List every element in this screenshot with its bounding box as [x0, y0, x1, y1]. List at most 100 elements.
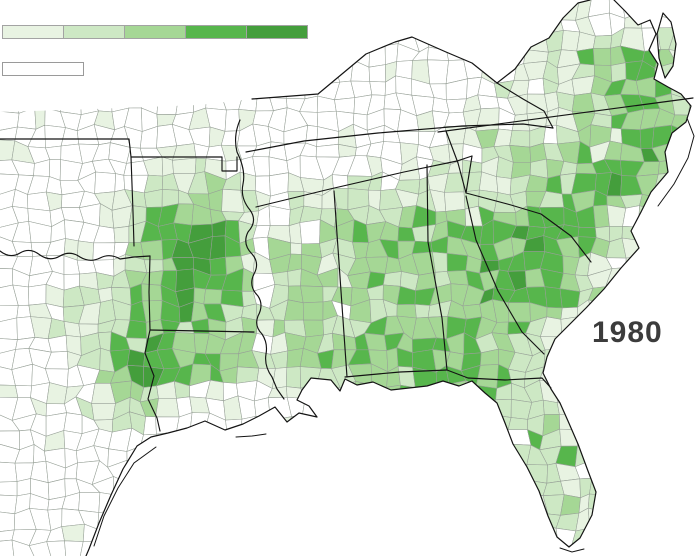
county-cell [444, 544, 466, 556]
county-cell [0, 80, 20, 99]
county-cell [124, 60, 143, 84]
county-cell [270, 0, 292, 18]
border-kentucky-virginia [496, 82, 554, 129]
county-cell [685, 77, 691, 101]
county-cell [221, 542, 237, 556]
county-cell [491, 492, 510, 516]
county-cell [364, 444, 389, 468]
county-cell [194, 157, 207, 174]
county-cell [175, 523, 197, 549]
county-cell [98, 0, 112, 16]
county-cell [300, 478, 322, 499]
county-cell [160, 446, 180, 466]
county-cell [687, 267, 691, 292]
county-cell [252, 476, 277, 495]
county-cell [252, 156, 270, 177]
legend-swatch-4 [185, 25, 247, 39]
county-cell [64, 540, 84, 556]
county-cell [363, 507, 382, 529]
county-cell [209, 235, 226, 260]
county-cell [396, 545, 421, 556]
county-cell [33, 0, 52, 18]
florida-keys [559, 547, 585, 553]
county-cell [689, 433, 691, 447]
border-mississippi-river [234, 119, 285, 400]
county-cell [667, 192, 686, 211]
county-cell [271, 44, 293, 66]
county-cell [305, 50, 323, 64]
county-cell [429, 398, 449, 413]
county-cell [338, 527, 357, 546]
county-cell [350, 412, 373, 434]
county-cell [300, 540, 317, 556]
county-cell [466, 31, 484, 45]
county-cell [126, 92, 143, 109]
county-cell [605, 495, 628, 513]
county-cell [590, 351, 610, 372]
county-cell [369, 465, 389, 485]
county-cell [688, 466, 691, 484]
county-cell [237, 482, 260, 496]
county-cell [161, 156, 174, 177]
county-cell [317, 432, 341, 452]
county-cell [302, 523, 324, 549]
county-cell [299, 366, 322, 389]
county-cell [447, 429, 468, 451]
county-cell [577, 428, 597, 447]
county-cell [331, 446, 351, 464]
county-cell [268, 76, 287, 99]
county-cell [0, 317, 18, 340]
county-cell [560, 348, 577, 369]
county-cell [141, 541, 161, 556]
county-cell [301, 432, 324, 452]
county-cell [301, 414, 323, 436]
county-cell [385, 384, 401, 404]
county-cell [606, 480, 628, 498]
county-cell [491, 414, 512, 430]
county-cell [460, 414, 479, 434]
county-cell [139, 44, 159, 68]
county-cell [476, 399, 496, 420]
county-cell [576, 316, 593, 338]
county-cell [446, 32, 468, 51]
county-cell [429, 459, 449, 481]
county-cell [367, 539, 385, 556]
county-cell [285, 494, 306, 511]
county-cell [623, 527, 643, 548]
county-cell [125, 319, 147, 339]
county-cell [174, 429, 197, 451]
county-cell [156, 45, 177, 68]
county-cell [446, 459, 467, 481]
county-cell [286, 366, 301, 389]
county-cell [687, 510, 691, 531]
county-cell [448, 12, 468, 33]
county-cell [478, 443, 500, 469]
county-cell [561, 363, 581, 384]
county-cell [620, 461, 643, 484]
county-cell [272, 271, 289, 287]
county-cell [427, 59, 449, 85]
county-cell [124, 493, 147, 509]
border-tennessee-south [255, 155, 473, 208]
county-cell [667, 206, 691, 224]
county-cell [95, 44, 113, 64]
county-cell [671, 61, 687, 84]
county-cell [0, 539, 15, 556]
county-cell [395, 75, 413, 96]
county-cell [482, 14, 495, 34]
county-cell [364, 0, 388, 18]
county-cell [114, 173, 125, 192]
county-cell [622, 369, 644, 388]
county-cell [11, 97, 35, 114]
county-cell [225, 449, 245, 468]
county-cell [338, 511, 355, 531]
county-cell [527, 541, 547, 556]
county-cell [339, 492, 355, 516]
county-cell [158, 541, 180, 556]
county-cell [621, 285, 644, 303]
county-cell [575, 335, 591, 355]
county-cell [191, 67, 210, 85]
county-cell [509, 477, 532, 494]
county-cell [402, 528, 421, 549]
county-cell [242, 512, 255, 532]
